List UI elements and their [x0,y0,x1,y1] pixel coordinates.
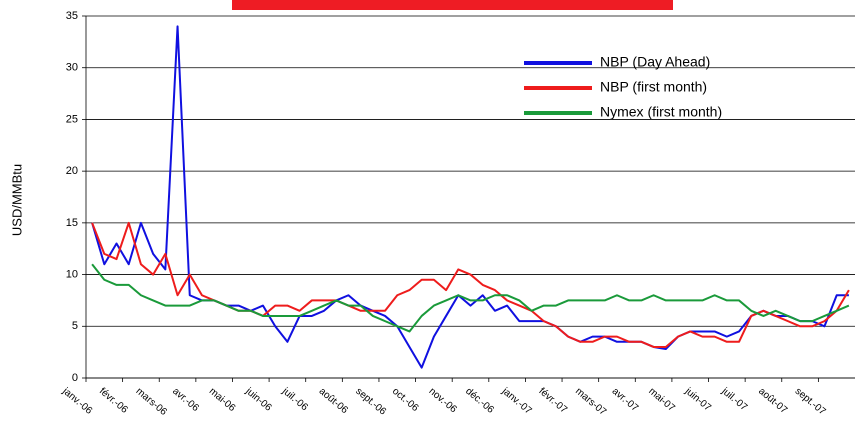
x-tick-label: juin-07 [682,385,713,414]
y-tick-label: 15 [66,217,78,229]
x-tick-label: juin-06 [243,385,274,414]
x-tick-label: mars-07 [573,386,609,418]
y-tick-label: 20 [66,165,78,177]
y-tick-label: 30 [66,62,78,74]
y-tick-label: 25 [66,113,78,125]
x-tick-label: févr.-06 [97,386,130,416]
x-tick-label: mai-06 [207,386,238,414]
series-line [91,25,849,369]
x-tick-label: mai-07 [646,386,677,414]
x-tick-label: janv.-06 [60,385,95,417]
title-bar [232,0,673,10]
legend-label: NBP (Day Ahead) [600,54,710,70]
x-tick-label: sept.-06 [353,386,388,418]
x-tick-label: déc.-06 [463,386,496,416]
x-tick-label: juil.-06 [279,385,310,413]
series-line [91,221,850,348]
y-tick-label: 10 [66,268,78,280]
x-tick-label: févr.-07 [536,386,569,416]
x-tick-label: janv.-07 [499,385,534,417]
x-tick-label: mars-06 [134,386,170,418]
x-tick-label: août-06 [317,386,350,417]
y-axis-label: USD/MMBtu [9,164,24,236]
x-tick-label: oct.-06 [390,386,421,414]
x-tick-label: sept.-07 [793,386,828,418]
y-tick-label: 0 [72,372,78,384]
legend-label: Nymex (first month) [600,104,722,120]
y-tick-label: 5 [72,320,78,332]
x-tick-label: avr.-06 [170,386,201,414]
series-line [91,263,850,333]
y-tick-label: 35 [66,10,78,22]
x-tick-label: juil.-07 [719,385,750,413]
x-tick-label: avr.-07 [610,386,641,414]
legend-label: NBP (first month) [600,79,707,95]
x-tick-label: nov.-06 [427,386,459,416]
x-tick-label: août-07 [756,386,789,417]
